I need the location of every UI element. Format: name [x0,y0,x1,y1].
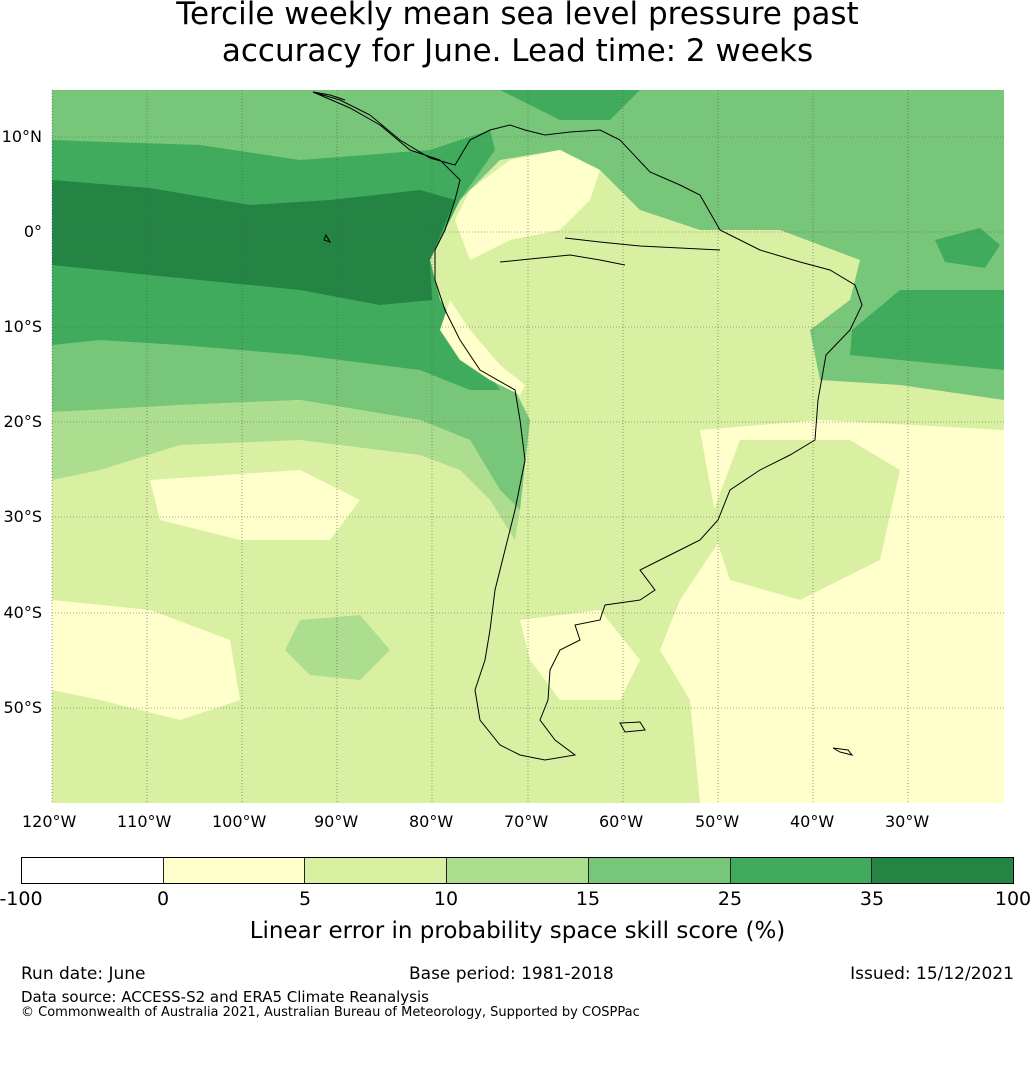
colorbar-tick: 5 [298,888,312,910]
skill-low-pacific [52,600,240,720]
data-source: Data source: ACCESS-S2 and ERA5 Climate … [21,988,429,1006]
coastline [312,91,863,761]
lat-label-50s: 50°S [3,698,42,717]
skill-low-andes [440,300,525,395]
lon-label-120w: 120°W [22,812,77,831]
skill-map [51,90,1004,803]
map-title: Tercile weekly mean sea level pressure p… [0,0,1035,70]
colorbar-tick: 15 [575,888,601,910]
colorbar-tick: 10 [433,888,459,910]
colorbar-segment [872,858,1014,883]
base-period: Base period: 1981-2018 [409,964,614,984]
skill-band-25-35-caribbean [500,90,640,120]
skill-field [52,90,1004,803]
colorbar-tick: 35 [859,888,885,910]
skill-patch-pacific [285,615,390,680]
gridlines [51,90,1004,803]
issued-date: Issued: 15/12/2021 [850,964,1014,984]
lon-label-30w: 30°W [885,812,930,831]
run-date: Run date: June [21,964,146,984]
lat-label-20s: 20°S [3,412,42,431]
skill-low-pacific-mid [150,470,360,540]
copyright: © Commonwealth of Australia 2021, Austra… [21,1005,640,1020]
colorbar-segment [163,858,306,883]
colorbar-tick: 0 [156,888,170,910]
title-line-2: accuracy for June. Lead time: 2 weeks [221,33,814,69]
lat-label-0: 0° [23,222,42,241]
lat-label-10s: 10°S [3,317,42,336]
lat-label-40s: 40°S [3,603,42,622]
lat-label-30s: 30°S [3,507,42,526]
title-line-1: Tercile weekly mean sea level pressure p… [176,0,859,32]
skill-mid-south-atlantic [710,440,900,600]
skill-band-25-35-atlantic [850,290,1004,370]
colorbar-tick: 100 [994,888,1032,910]
colorbar-tick: 25 [717,888,743,910]
colorbar-segment [730,858,873,883]
lon-label-60w: 60°W [599,812,644,831]
lon-label-110w: 110°W [117,812,172,831]
skill-band-10-15 [52,400,520,540]
lon-label-90w: 90°W [314,812,359,831]
lon-label-50w: 50°W [695,812,740,831]
colorbar-segment [305,858,448,883]
colorbar-label: Linear error in probability space skill … [249,918,786,944]
colorbar-segment [447,858,589,883]
lon-label-80w: 80°W [409,812,454,831]
lon-label-70w: 70°W [504,812,549,831]
skill-patch-atlantic [935,228,1000,268]
lat-label-10n: 10°N [1,127,42,146]
lon-label-100w: 100°W [212,812,267,831]
skill-band-35-100 [52,180,455,305]
lon-label-40w: 40°W [790,812,835,831]
colorbar [21,857,1014,884]
colorbar-segment [588,858,731,883]
colorbar-tick: -100 [0,888,43,910]
colorbar-segment [22,858,164,883]
skill-low-amazon [455,150,600,260]
